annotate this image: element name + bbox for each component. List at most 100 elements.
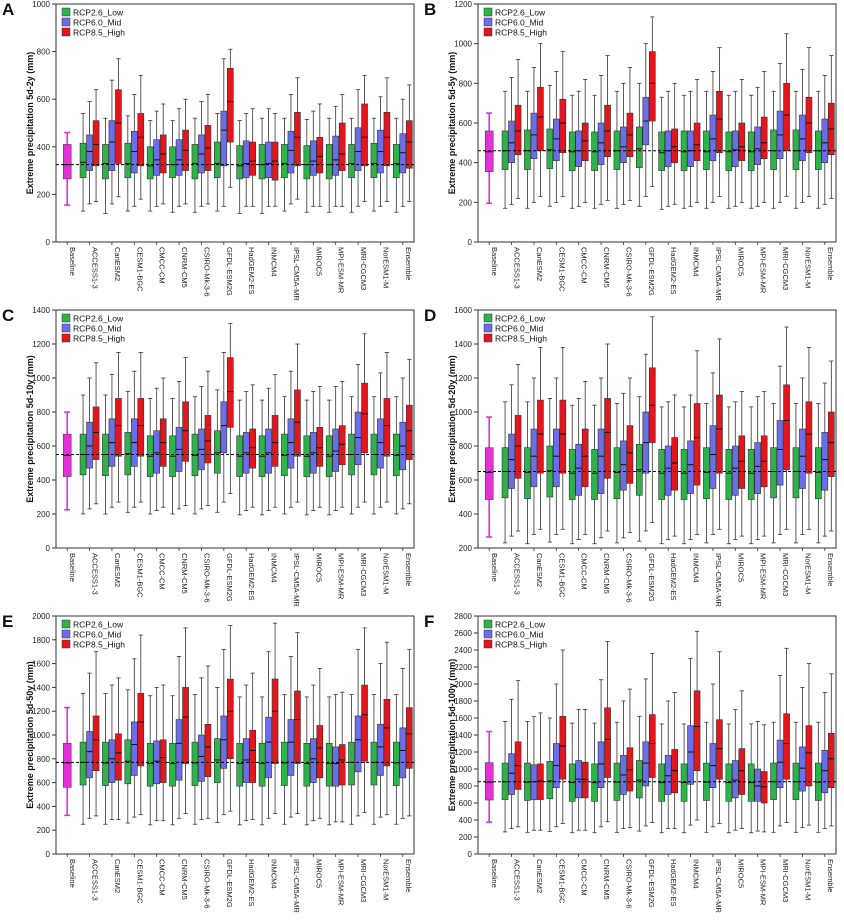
iqr-box	[406, 120, 413, 169]
iqr-box	[747, 449, 755, 500]
y-tick-label: 1800	[454, 697, 472, 706]
legend-label-high: RCP8.5_High	[73, 640, 125, 650]
baseline-iqr	[484, 447, 494, 500]
x-tick-label: Ensemble	[404, 247, 413, 280]
iqr-box	[680, 449, 688, 500]
iqr-box	[191, 741, 199, 786]
box-mid	[732, 709, 739, 831]
y-tick-label: 1000	[32, 374, 50, 383]
x-tick-label: CSIRO-Mk-3-6	[624, 859, 633, 909]
box-high	[738, 78, 746, 203]
box-low	[393, 694, 400, 825]
y-tick-label: 1400	[32, 306, 50, 315]
box-low	[524, 401, 531, 545]
x-tick-label: MIROC5	[736, 553, 745, 582]
chart-d: 200 400 600 800 1000 1200 1400 1600 Extreme prec…	[447, 306, 837, 607]
box-mid	[287, 94, 295, 205]
iqr-box	[815, 447, 822, 499]
legend-swatch-high	[61, 333, 71, 343]
box-low	[325, 399, 333, 516]
iqr-box	[559, 716, 567, 780]
box-mid	[175, 656, 183, 819]
iqr-box	[805, 96, 813, 154]
box-low	[636, 82, 643, 207]
box-mid	[799, 377, 806, 535]
panel-label-b: B	[424, 0, 437, 19]
box-mid	[265, 108, 272, 207]
box-mid	[198, 677, 205, 820]
box-high	[271, 622, 279, 814]
box-low	[393, 117, 400, 213]
box-mid	[377, 663, 384, 818]
box-mid	[332, 105, 339, 207]
iqr-box	[553, 428, 560, 488]
iqr-box	[204, 723, 212, 777]
box-mid	[86, 377, 93, 510]
x-tick-label: HadGEM2-ES	[669, 553, 678, 601]
box-high	[693, 78, 701, 203]
box-low	[703, 403, 710, 544]
legend-label-low: RCP2.6_Low	[73, 314, 124, 324]
iqr-box	[370, 741, 378, 786]
iqr-box	[115, 89, 122, 164]
iqr-box	[716, 719, 723, 780]
box-low	[680, 723, 688, 834]
iqr-box	[191, 144, 199, 180]
iqr-box	[303, 743, 311, 787]
iqr-box	[530, 428, 538, 488]
box-high	[828, 360, 835, 532]
x-tick-label: MRI-CGCM3	[359, 553, 368, 596]
box-mid	[399, 377, 407, 510]
iqr-box	[153, 139, 160, 176]
iqr-box	[249, 141, 256, 176]
x-tick-label: Baseline	[68, 859, 77, 888]
iqr-box	[821, 118, 829, 163]
x-tick-label: ACCESS1-3	[91, 859, 100, 901]
iqr-box	[732, 445, 739, 496]
iqr-box	[265, 141, 272, 179]
iqr-box	[658, 449, 665, 500]
box-high	[805, 47, 813, 197]
y-tick-label: 0	[46, 850, 51, 859]
x-tick-label: ACCESS1-3	[513, 859, 522, 901]
legend-swatch-high	[61, 27, 71, 37]
iqr-box	[524, 447, 531, 499]
box-high	[383, 352, 391, 503]
iqr-box	[687, 130, 694, 167]
legend-label-mid: RCP6.0_Mid	[495, 324, 543, 334]
box-high	[249, 384, 256, 508]
box-mid	[220, 352, 228, 503]
box-low	[191, 117, 199, 213]
x-tick-label: MIROC5	[314, 859, 323, 888]
iqr-box	[537, 87, 544, 152]
x-tick-label: Baseline	[490, 553, 499, 582]
y-tick-label: 600	[37, 95, 51, 104]
panel-c: 0 200 400 600 800 1000 1200 1400 Extreme precipi…	[0, 306, 422, 612]
iqr-box	[325, 144, 333, 180]
y-tick-label: 800	[459, 79, 473, 88]
box-low	[325, 696, 333, 826]
x-tick-label: CNRM-CM5	[602, 859, 611, 900]
y-tick-label: 1600	[32, 660, 50, 669]
box-high	[716, 651, 723, 824]
iqr-box	[332, 428, 339, 472]
box-mid	[642, 678, 650, 827]
box-high	[760, 724, 768, 833]
box-low	[102, 692, 109, 825]
box-high	[604, 343, 611, 532]
iqr-box	[649, 51, 656, 122]
iqr-box	[738, 435, 746, 489]
y-tick-label: 2600	[454, 629, 472, 638]
iqr-box	[776, 420, 784, 486]
chart-f: 0 200 400 600 800 1000 1200 1400 1600 1800 2000 220…	[447, 612, 837, 913]
box-low	[124, 391, 132, 513]
box-high	[760, 391, 768, 537]
box-low	[236, 120, 243, 214]
box-mid	[242, 684, 250, 822]
box-high	[182, 98, 189, 205]
iqr-box	[169, 743, 176, 787]
box-low	[370, 694, 378, 825]
legend-label-low: RCP2.6_Low	[73, 620, 124, 630]
